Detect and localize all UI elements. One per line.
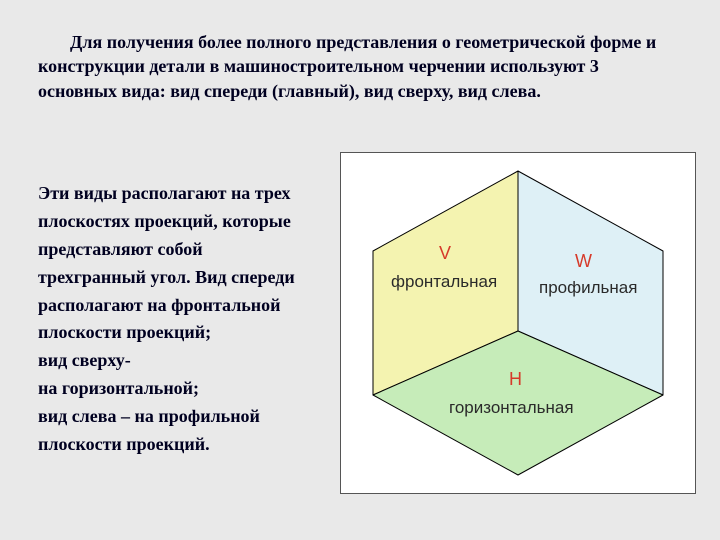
face-letter-W: W — [575, 251, 592, 271]
face-name-V: фронтальная — [391, 272, 497, 291]
face-name-H: горизонтальная — [449, 398, 574, 417]
intro-paragraph: Для получения более полного представлени… — [38, 30, 682, 103]
projection-cube-diagram: Vфронтальная Wпрофильная Hгоризонтальная — [340, 152, 696, 494]
cube-svg: Vфронтальная Wпрофильная Hгоризонтальная — [341, 153, 695, 493]
face-name-W: профильная — [539, 278, 637, 297]
intro-text: Для получения более полного представлени… — [38, 32, 656, 101]
face-letter-V: V — [439, 243, 451, 263]
face-letter-H: H — [509, 369, 522, 389]
body-paragraph: Эти виды располагают на трех плоскостях … — [38, 180, 328, 459]
